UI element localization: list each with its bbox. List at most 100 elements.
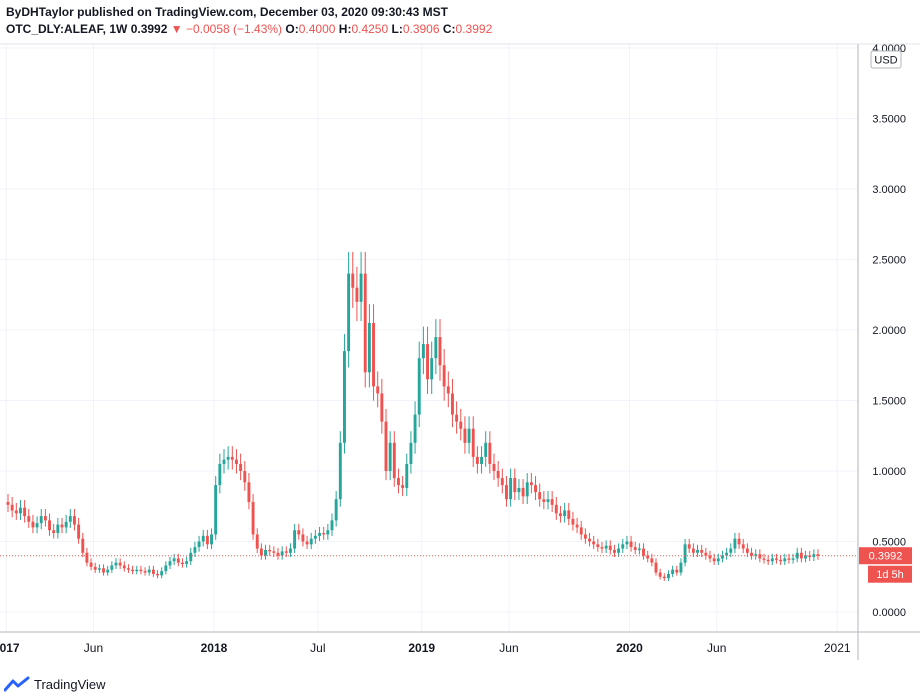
candle-body — [658, 572, 662, 577]
candle-body — [143, 571, 147, 573]
candle-body — [388, 442, 392, 471]
candle-body — [343, 351, 346, 443]
x-tick-label: 2021 — [824, 641, 851, 655]
candle-body — [525, 482, 529, 497]
candle-body — [52, 530, 56, 534]
x-axis[interactable]: 2017 Jun 2018 Jul 2019 Jun 2020 Jun 2021 — [0, 641, 851, 655]
candle-body — [6, 502, 10, 505]
candle-body — [156, 573, 159, 576]
candle-body — [687, 544, 691, 549]
candle-body — [338, 442, 342, 500]
candle-body — [27, 516, 31, 522]
candle-body — [679, 562, 683, 573]
candle-body — [559, 513, 562, 517]
candle-body — [787, 558, 791, 560]
candle-body — [455, 414, 459, 422]
candle-body — [172, 558, 176, 562]
candle-body — [276, 552, 280, 556]
candle-body — [604, 545, 608, 549]
close-label: C: — [442, 22, 456, 36]
candle-body — [613, 549, 616, 553]
candle-body — [48, 520, 51, 531]
candle-body — [733, 538, 737, 549]
x-tick-label: Jul — [310, 641, 325, 655]
tradingview-logo-icon[interactable] — [4, 676, 30, 692]
candle-body — [642, 548, 645, 556]
y-tick-label: 0.0000 — [872, 607, 906, 619]
candle-body — [538, 492, 542, 500]
candle-body — [762, 558, 766, 560]
high-label: H: — [338, 22, 352, 36]
candle-body — [77, 524, 81, 539]
candle-body — [151, 569, 155, 574]
candle-body — [214, 485, 218, 535]
candle-body — [816, 554, 820, 556]
candle-body — [480, 456, 483, 464]
candle-body — [247, 482, 251, 503]
publisher-text: ByDHTaylor published on TradingView.com,… — [6, 5, 448, 19]
candle-body — [176, 558, 180, 563]
candle-body — [608, 545, 612, 550]
y-tick-label: 1.5000 — [872, 396, 906, 408]
low-value: 0.3906 — [402, 22, 440, 36]
candle-body — [284, 551, 288, 553]
candle-body — [654, 562, 658, 573]
candle-body — [122, 565, 126, 569]
y-axis[interactable]: 4.00003.50003.00002.50002.00001.50001.00… — [872, 43, 906, 619]
candle-body — [775, 558, 778, 560]
candles — [6, 251, 820, 581]
candle-body — [264, 549, 267, 556]
currency-badge[interactable]: USD — [870, 50, 902, 69]
candle-body — [683, 544, 687, 563]
symbol-name[interactable]: OTC_DLY:ALEAF, 1W — [6, 22, 128, 36]
candle-body — [583, 534, 587, 539]
candle-body — [118, 562, 122, 566]
candle-body — [322, 533, 326, 535]
candle-body — [791, 558, 795, 560]
candle-body — [741, 544, 745, 549]
candle-body — [39, 516, 43, 524]
candle-body — [451, 393, 454, 415]
candle-body — [588, 538, 591, 542]
candle-body — [255, 534, 259, 549]
candle-body — [397, 478, 400, 486]
candle-body — [438, 337, 442, 366]
candle-body — [14, 510, 18, 514]
y-tick-label: 2.0000 — [872, 325, 906, 337]
candle-body — [750, 552, 753, 556]
candle-body — [571, 518, 575, 525]
candle-body — [189, 552, 193, 562]
candle-body — [417, 358, 421, 415]
candle-body — [222, 459, 226, 464]
x-tick-label: 2017 — [0, 641, 20, 655]
candle-body — [567, 510, 571, 519]
candle-body — [102, 568, 105, 573]
candle-body — [808, 555, 812, 558]
candle-body — [779, 559, 783, 562]
x-tick-label: 2020 — [616, 641, 643, 655]
last-price-tag: 0.3992 1d 5h — [859, 547, 912, 583]
brand-name[interactable]: TradingView — [34, 676, 106, 692]
x-tick-label: 2018 — [201, 641, 228, 655]
candle-body — [770, 558, 774, 562]
candle-body — [804, 555, 807, 559]
candle-body — [509, 478, 513, 500]
candle-body — [218, 463, 222, 486]
candle-body — [205, 535, 209, 545]
candle-body — [517, 487, 521, 493]
candle-body — [725, 552, 729, 556]
footer: TradingView — [4, 676, 106, 692]
candle-body — [617, 548, 621, 553]
low-label: L: — [391, 22, 403, 36]
candle-body — [347, 273, 351, 352]
candle-body — [471, 428, 475, 457]
candle-body — [579, 527, 583, 535]
candle-body — [413, 414, 417, 443]
candle-body — [56, 524, 60, 534]
candle-body — [210, 534, 213, 545]
candle-body — [43, 516, 47, 521]
candle-body — [334, 499, 338, 521]
candle-body — [160, 571, 164, 576]
candle-body — [226, 456, 230, 460]
